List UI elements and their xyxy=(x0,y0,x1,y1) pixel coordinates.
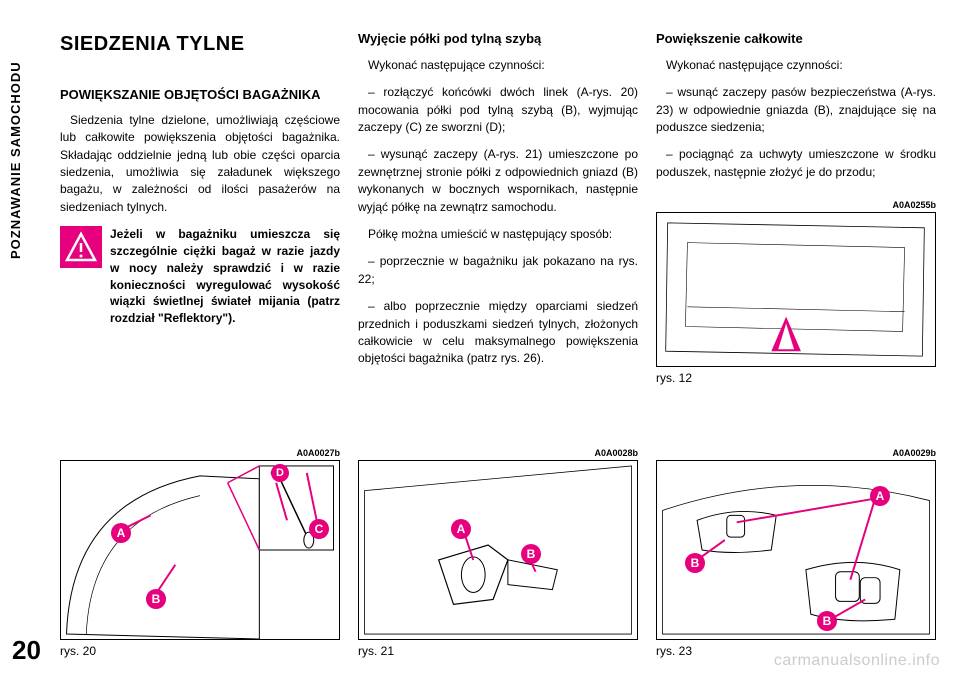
page-number: 20 xyxy=(12,635,41,666)
marker-d: D xyxy=(271,464,289,482)
warning-box: Jeżeli w bagażniku umieszcza się szczegó… xyxy=(60,226,340,327)
figure-caption: rys. 12 xyxy=(656,371,936,385)
paragraph: Wykonać następujące czynności: xyxy=(358,57,638,74)
figure-21: A0A0028b A B rys. 21 xyxy=(358,448,638,658)
warning-icon xyxy=(60,226,102,268)
figure-12: A0A0255b rys. 12 xyxy=(656,200,936,385)
paragraph: – pociągnąć za uchwyty umieszczone w śro… xyxy=(656,146,936,181)
paragraph: – wsunąć zaczepy pasów bezpieczeństwa (A… xyxy=(656,84,936,136)
figure-row: A0A0027b A B C D rys. 20 xyxy=(60,448,940,658)
subhead-2: Wyjęcie półki pod tylną szybą xyxy=(358,30,638,49)
paragraph: – rozłączyć końcówki dwóch linek (A-rys.… xyxy=(358,84,638,136)
subhead-3: Powiększenie całkowite xyxy=(656,30,936,49)
figure-20: A0A0027b A B C D rys. 20 xyxy=(60,448,340,658)
paragraph: Wykonać następujące czynności: xyxy=(656,57,936,74)
figure-image: A B xyxy=(358,460,638,640)
figure-caption: rys. 20 xyxy=(60,644,340,658)
marker-a: A xyxy=(451,519,471,539)
figure-caption: rys. 21 xyxy=(358,644,638,658)
paragraph: – albo poprzecznie między oparciami sied… xyxy=(358,298,638,368)
figure-code: A0A0027b xyxy=(60,448,340,458)
paragraph: – poprzecznie w bagażniku jak pokazano n… xyxy=(358,253,638,288)
figure-23: A0A0029b A B B rys. 23 xyxy=(656,448,936,658)
section-label: POZNAWANIE SAMOCHODU xyxy=(8,20,38,300)
marker-c: C xyxy=(309,519,329,539)
figure-image: A B C D xyxy=(60,460,340,640)
marker-b: B xyxy=(146,589,166,609)
marker-a: A xyxy=(111,523,131,543)
figure-code: A0A0028b xyxy=(358,448,638,458)
marker-b: B xyxy=(817,611,837,631)
figure-code: A0A0029b xyxy=(656,448,936,458)
figure-code: A0A0255b xyxy=(656,200,936,210)
warning-text: Jeżeli w bagażniku umieszcza się szczegó… xyxy=(110,226,340,327)
marker-b: B xyxy=(521,544,541,564)
marker-b: B xyxy=(685,553,705,573)
column-2: Wyjęcie półki pod tylną szybą Wykonać na… xyxy=(358,30,638,378)
column-1: SIEDZENIA TYLNE POWIĘKSZANIE OBJĘTOŚCI B… xyxy=(60,30,340,378)
paragraph: Siedzenia tylne dzielone, umożliwiają cz… xyxy=(60,112,340,216)
figure-image xyxy=(656,212,936,367)
paragraph: – wysunąć zaczepy (A-rys. 21) umieszczon… xyxy=(358,146,638,216)
marker-a: A xyxy=(870,486,890,506)
figure-image: A B B xyxy=(656,460,936,640)
subheading-1: POWIĘKSZANIE OBJĘTOŚCI BAGAŻNIKA xyxy=(60,87,340,104)
paragraph: Półkę można umieścić w następujący sposó… xyxy=(358,226,638,243)
main-title: SIEDZENIA TYLNE xyxy=(60,30,340,59)
watermark: carmanualsonline.info xyxy=(774,652,940,670)
